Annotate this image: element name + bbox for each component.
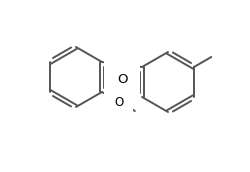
Text: O: O xyxy=(115,95,124,109)
Text: O: O xyxy=(117,73,127,86)
